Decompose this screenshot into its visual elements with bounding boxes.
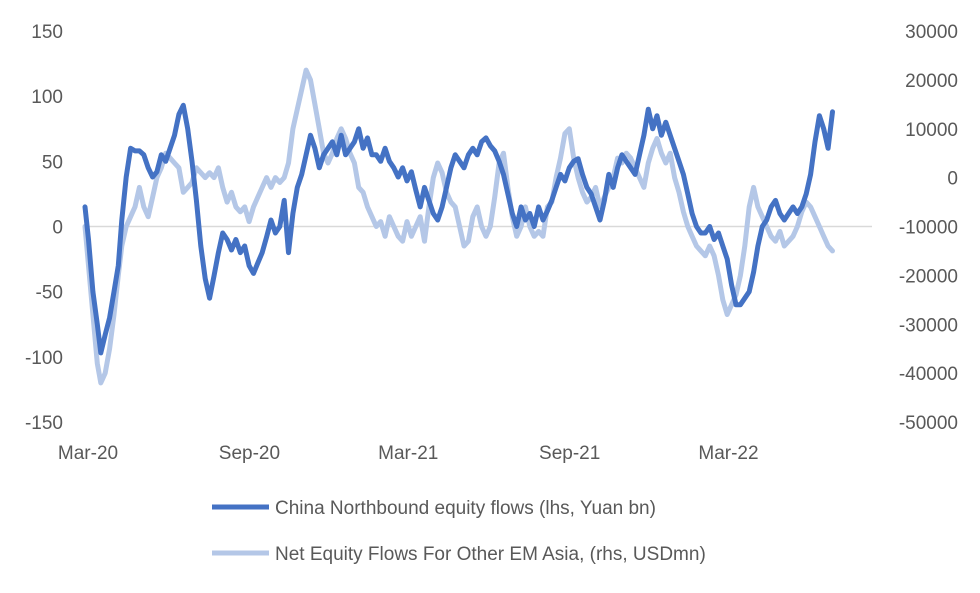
left-y-tick-label: 150 — [31, 22, 63, 43]
legend-label-china-northbound: China Northbound equity flows (lhs, Yuan… — [275, 498, 656, 519]
left-y-tick-label: 50 — [42, 152, 63, 173]
right-y-tick-label: 10000 — [905, 120, 958, 141]
right-y-tick-label: 0 — [947, 169, 958, 190]
right-y-tick-label: -30000 — [899, 315, 958, 336]
left-y-tick-label: -150 — [25, 413, 63, 434]
right-y-tick-label: -50000 — [899, 413, 958, 434]
right-y-tick-label: -20000 — [899, 266, 958, 287]
right-y-tick-label: 30000 — [905, 22, 958, 43]
right-y-tick-label: 20000 — [905, 71, 958, 92]
legend: China Northbound equity flows (lhs, Yuan… — [212, 498, 706, 565]
series-line-em-asia — [82, 67, 835, 386]
x-axis: Mar-20 Sep-20 Mar-21 Sep-21 Mar-22 — [58, 443, 759, 464]
plot-area — [82, 67, 835, 386]
right-y-tick-label: -10000 — [899, 218, 958, 239]
x-tick-label: Sep-21 — [539, 443, 600, 464]
left-y-tick-label: -100 — [25, 348, 63, 369]
right-y-axis: 30000 20000 10000 0 -10000 -20000 -30000 -40000… — [899, 22, 958, 434]
left-y-tick-label: 0 — [52, 218, 63, 239]
series-line-china-northbound — [82, 102, 835, 356]
x-tick-label: Sep-20 — [219, 443, 280, 464]
x-tick-label: Mar-22 — [698, 443, 758, 464]
left-y-axis: 150 100 50 0 -50 -100 -150 — [25, 22, 63, 434]
left-y-tick-label: 100 — [31, 87, 63, 108]
x-tick-label: Mar-20 — [58, 443, 118, 464]
right-y-tick-label: -40000 — [899, 364, 958, 385]
legend-label-em-asia: Net Equity Flows For Other EM Asia, (rhs… — [275, 544, 706, 565]
x-tick-label: Mar-21 — [378, 443, 438, 464]
left-y-tick-label: -50 — [36, 283, 63, 304]
